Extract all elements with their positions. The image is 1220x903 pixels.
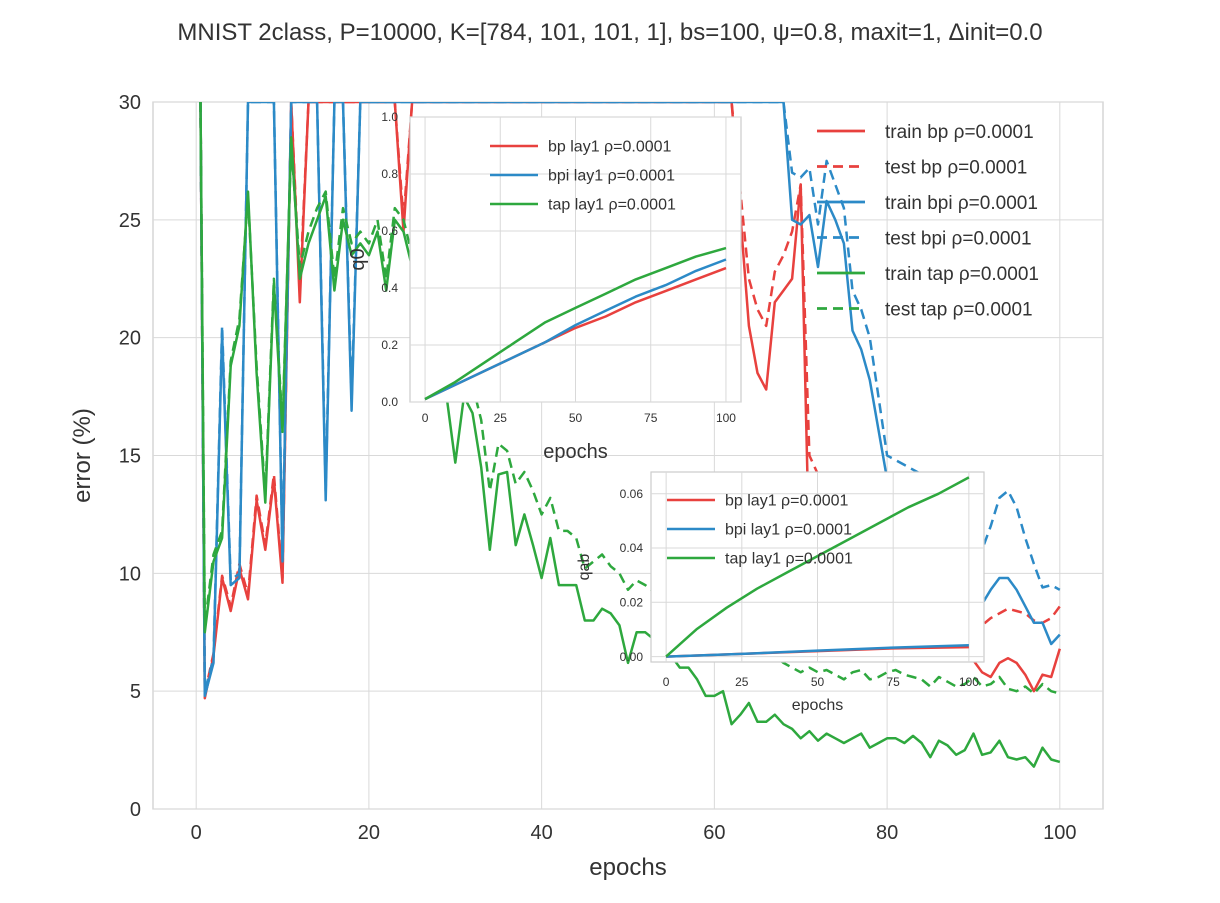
legend-label: train tap ρ=0.0001 [885,264,1039,285]
main-ytick-label: 10 [119,563,141,585]
legend-label: test bp ρ=0.0001 [885,158,1027,179]
inset1-ytick-label: 1.0 [381,110,398,124]
main-series-line-tap [199,102,1061,768]
inset1-xtick-label: 50 [569,411,583,425]
inset2-ytick-label: 0.06 [620,487,644,501]
inset2-xtick-label: 75 [887,675,901,689]
inset1-ytick-label: 0.8 [381,167,398,181]
inset1-xtick-label: 100 [716,411,736,425]
main-xtick-label: 0 [191,822,202,844]
inset1-ytick-label: 0.4 [381,281,398,295]
main-xtick-label: 100 [1043,822,1076,844]
main-ytick-label: 25 [119,210,141,232]
inset-q0-plot: 0 25 50 75 100 0.0 0.2 0.4 0.6 0.8 1.0 epochs q0 bp l… [347,110,742,463]
main-series-line-tap-test [199,102,1061,695]
inset2-xtick-label: 100 [959,675,979,689]
inset1-xtick-label: 75 [644,411,658,425]
inset2-xaxis-label: epochs [792,697,844,714]
main-ytick-label: 5 [130,681,141,703]
inset2-ytick-label: 0.00 [620,650,644,664]
inset2-legend-label: tap lay1 ρ=0.0001 [725,551,853,568]
inset1-yaxis-label: q0 [347,248,369,270]
inset2-yaxis-label: qab [576,554,593,581]
inset1-ytick-label: 0.6 [381,224,398,238]
inset1-xtick-label: 0 [422,411,429,425]
main-ytick-label: 30 [119,92,141,114]
main-xtick-label: 80 [876,822,898,844]
main-yaxis-label: error (%) [69,408,96,503]
inset1-ytick-label: 0.2 [381,338,398,352]
inset2-series-line-tap [665,476,970,658]
main-ytick-label: 0 [130,799,141,821]
chart-title: MNIST 2class, P=10000, K=[784, 101, 101,… [177,19,1042,46]
inset2-xtick-label: 50 [811,675,825,689]
inset1-legend-label: bp lay1 ρ=0.0001 [548,139,672,156]
inset-qab-plot: 0 25 50 75 100 0.00 0.02 0.04 0.06 epochs qab bp la… [576,471,985,714]
inset1-legend-label: tap lay1 ρ=0.0001 [548,197,676,214]
main-xtick-label: 60 [703,822,725,844]
inset1-xtick-label: 25 [494,411,508,425]
legend-label: train bp ρ=0.0001 [885,122,1034,143]
inset2-ytick-label: 0.04 [620,541,644,555]
main-ytick-label: 20 [119,328,141,350]
inset1-series-group [424,246,727,401]
inset2-xtick-label: 0 [663,675,670,689]
legend-label: test bpi ρ=0.0001 [885,229,1032,250]
inset1-xaxis-label: epochs [543,441,608,463]
inset2-series-line-bpi [666,643,969,658]
inset1-series-line-tap [424,246,727,401]
inset1-legend-label: bpi lay1 ρ=0.0001 [548,168,675,185]
legend-label: train bpi ρ=0.0001 [885,193,1038,214]
inset2-legend-label: bpi lay1 ρ=0.0001 [725,522,852,539]
inset2-ytick-label: 0.02 [620,595,644,609]
main-xtick-label: 40 [531,822,553,844]
inset2-xtick-label: 25 [735,675,749,689]
inset1-series-line-bpi [424,258,727,401]
main-legend: train bp ρ=0.0001 test bp ρ=0.0001 train b… [817,122,1039,321]
inset2-series-group [665,476,970,658]
main-xaxis-label: epochs [589,854,666,881]
main-ytick-label: 15 [119,446,141,468]
inset1-ytick-label: 0.0 [381,395,398,409]
main-xtick-label: 20 [358,822,380,844]
inset2-legend-label: bp lay1 ρ=0.0001 [725,493,849,510]
legend-label: test tap ρ=0.0001 [885,300,1033,321]
